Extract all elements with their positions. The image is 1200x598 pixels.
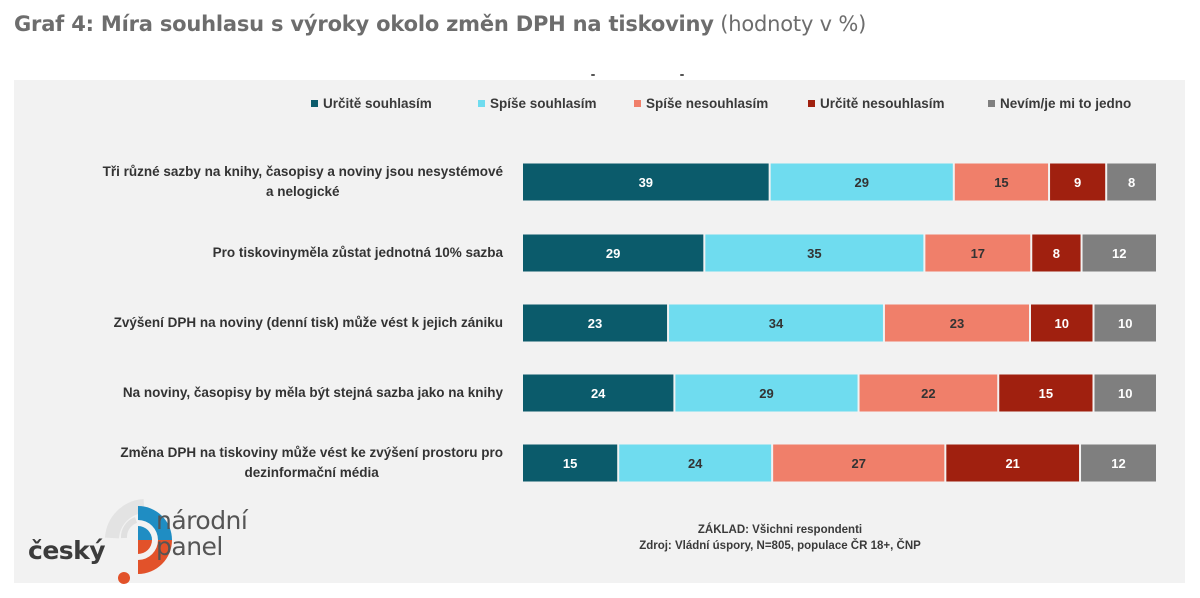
bar-segment — [946, 444, 1080, 482]
bar-value-label: 23 — [950, 316, 964, 331]
bar-segment — [954, 163, 1049, 201]
bar-segment — [523, 234, 704, 272]
bar-segment — [1032, 234, 1081, 272]
legend-label: Určitě nesouhlasím — [820, 96, 945, 111]
bar-value-label: 17 — [971, 246, 985, 261]
category-label-line: Tři různé sazby na knihy, časopisy a nov… — [102, 164, 503, 179]
chart-legend: Určitě souhlasím Spíše souhlasím Spíše n… — [0, 96, 1200, 116]
bar-value-label: 29 — [759, 386, 773, 401]
bar-segment — [523, 163, 769, 201]
bar-segment — [675, 374, 858, 412]
bar-value-label: 21 — [1005, 456, 1019, 471]
bar-segment — [1094, 374, 1156, 412]
bar-value-label: 34 — [769, 316, 784, 331]
bar-value-label: 27 — [852, 456, 866, 471]
bar-value-label: 23 — [588, 316, 602, 331]
bar-value-label: 10 — [1118, 316, 1132, 331]
category-label-line: Pro tiskovinyměla zůstat jednotná 10% sa… — [212, 245, 503, 260]
bar-value-label: 35 — [807, 246, 821, 261]
bar-segment — [523, 374, 674, 412]
bar-value-label: 39 — [639, 175, 653, 190]
category-label: Na noviny, časopisy by měla být stejná s… — [123, 383, 503, 403]
bar-value-label: 8 — [1053, 246, 1060, 261]
legend-item-urcite-souhlasim: Určitě souhlasím — [311, 96, 432, 111]
bar-segment — [1081, 444, 1156, 482]
chart-title-units: (hodnoty v %) — [720, 12, 867, 36]
legend-swatch — [988, 100, 995, 107]
bar-segment — [1107, 163, 1156, 201]
logo-word-panel: panel — [156, 532, 223, 561]
logo-word-narodni: národní — [156, 506, 248, 535]
bar-value-label: 8 — [1128, 175, 1135, 190]
bar-segment — [705, 234, 924, 272]
logo-mark-icon — [105, 499, 172, 584]
bar-value-label: 29 — [606, 246, 620, 261]
cropped-mark — [680, 74, 684, 76]
bar-value-label: 9 — [1074, 175, 1081, 190]
legend-label: Určitě souhlasím — [323, 96, 432, 111]
footnote: ZÁKLAD: Všichni respondenti Zdroj: Vládn… — [560, 522, 1000, 554]
footnote-base: ZÁKLAD: Všichni respondenti — [697, 524, 863, 536]
logo-word-narodni-panel: národní panel — [156, 506, 248, 561]
bar-value-label: 10 — [1118, 386, 1132, 401]
bar-segment — [523, 304, 668, 342]
bar-segment — [884, 304, 1029, 342]
bar-value-label: 24 — [688, 456, 703, 471]
legend-label: Nevím/je mi to jedno — [1000, 96, 1132, 111]
bar-value-label: 24 — [591, 386, 606, 401]
bar-segment — [669, 304, 883, 342]
bar-value-label: 15 — [1039, 386, 1053, 401]
category-label-line: dezinformační média — [244, 465, 379, 480]
legend-swatch — [311, 100, 318, 107]
bar-segment — [619, 444, 772, 482]
bar-segment — [1050, 163, 1106, 201]
chart-title: Graf 4: Míra souhlasu s výroky okolo změ… — [14, 12, 714, 36]
legend-item-nevim: Nevím/je mi to jedno — [988, 96, 1131, 111]
bar-segment — [770, 163, 953, 201]
category-label: Tři různé sazby na knihy, časopisy a nov… — [103, 162, 503, 202]
bar-value-label: 10 — [1055, 316, 1069, 331]
bar-segment — [773, 444, 945, 482]
bar-value-label: 12 — [1111, 456, 1125, 471]
category-label-line: Zvýšení DPH na noviny (denní tisk) může … — [113, 315, 503, 330]
bar-segment — [859, 374, 998, 412]
bar-segment — [523, 444, 618, 482]
bar-segment — [1082, 234, 1156, 272]
legend-item-urcite-nesouhlasim: Určitě nesouhlasím — [808, 96, 945, 111]
legend-label: Spíše nesouhlasím — [646, 96, 769, 111]
footnote-source: Zdroj: Vládní úspory, N=805, populace ČR… — [639, 540, 921, 552]
legend-swatch — [634, 100, 641, 107]
bar-segment — [1031, 304, 1093, 342]
category-label: Pro tiskovinyměla zůstat jednotná 10% sa… — [213, 243, 503, 263]
category-label: Změna DPH na tiskoviny může vést ke zvýš… — [120, 443, 503, 483]
bar-value-label: 12 — [1112, 246, 1126, 261]
logo-word-cesky: český — [28, 536, 106, 565]
cesky-narodni-panel-logo: český národní panel — [24, 498, 284, 588]
category-label-line: a nelogické — [266, 184, 340, 199]
cropped-mark — [591, 74, 595, 76]
bar-value-label: 15 — [563, 456, 577, 471]
bar-segment — [1094, 304, 1156, 342]
category-label: Zvýšení DPH na noviny (denní tisk) může … — [114, 313, 503, 333]
legend-label: Spíše souhlasím — [490, 96, 597, 111]
category-label-line: Změna DPH na tiskoviny může vést ke zvýš… — [120, 445, 503, 460]
legend-item-spise-nesouhlasim: Spíše nesouhlasím — [634, 96, 768, 111]
bar-segment — [925, 234, 1031, 272]
page-title: Graf 4: Míra souhlasu s výroky okolo změ… — [14, 12, 866, 36]
bar-value-label: 15 — [994, 175, 1008, 190]
legend-swatch — [808, 100, 815, 107]
category-label-line: Na noviny, časopisy by měla být stejná s… — [122, 385, 503, 400]
legend-item-spise-souhlasim: Spíše souhlasím — [478, 96, 597, 111]
bar-value-label: 29 — [854, 175, 868, 190]
legend-swatch — [478, 100, 485, 107]
bar-value-label: 22 — [921, 386, 935, 401]
bar-segment — [999, 374, 1093, 412]
